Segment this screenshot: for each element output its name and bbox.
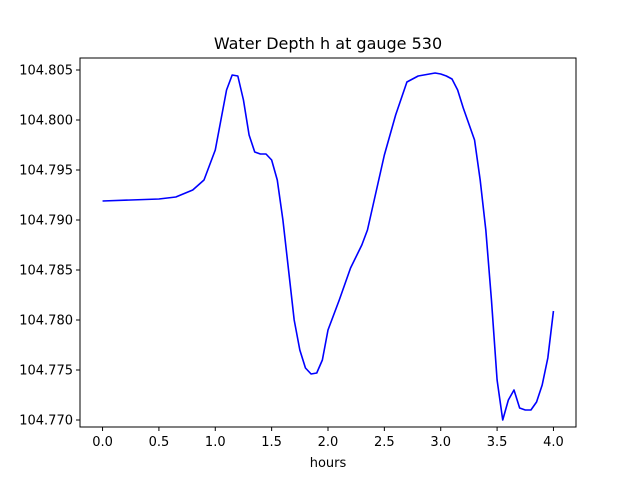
x-tick-label-6: 3.0 xyxy=(430,435,451,450)
y-tick-label-2: 104.780 xyxy=(19,314,73,329)
plot-area: 0.0 0.5 1.0 1.5 2.0 2.5 3.0 3.5 4.0 104.770 104.77… xyxy=(19,57,577,450)
y-tick-label-7: 104.805 xyxy=(19,64,73,79)
x-tick-label-4: 2.0 xyxy=(318,435,339,450)
x-tick-label-0: 0.0 xyxy=(92,435,113,450)
x-tick-label-7: 3.5 xyxy=(487,435,508,450)
y-tick-label-4: 104.790 xyxy=(19,214,73,229)
y-tick-label-6: 104.800 xyxy=(19,114,73,129)
y-tick-label-1: 104.775 xyxy=(19,364,73,379)
x-tick-label-5: 2.5 xyxy=(374,435,395,450)
x-tick-label-3: 1.5 xyxy=(261,435,282,450)
y-tick-label-0: 104.770 xyxy=(19,414,73,429)
y-tick-label-5: 104.795 xyxy=(19,164,73,179)
x-tick-label-8: 4.0 xyxy=(543,435,564,450)
x-tick-label-2: 1.0 xyxy=(205,435,226,450)
chart-title: Water Depth h at gauge 530 xyxy=(214,34,442,53)
series-line-0 xyxy=(102,72,555,421)
y-tick-label-3: 104.785 xyxy=(19,264,73,279)
x-tick-label-1: 0.5 xyxy=(149,435,170,450)
x-axis-label: hours xyxy=(310,456,347,471)
